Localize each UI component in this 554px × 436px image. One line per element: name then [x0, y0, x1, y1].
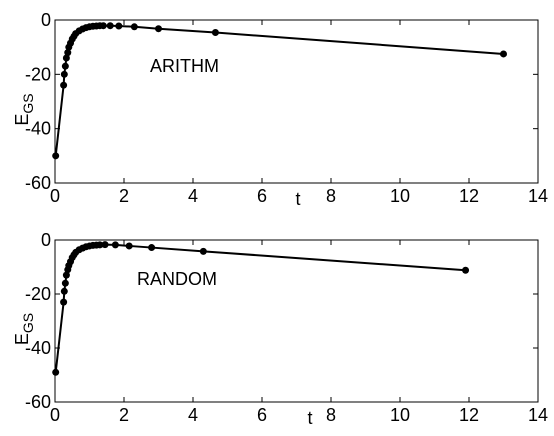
x-tick-label: 6: [257, 186, 267, 206]
x-tick-label: 4: [188, 405, 198, 425]
data-point: [52, 368, 60, 376]
data-point: [130, 23, 138, 31]
x-tick-label: 10: [390, 405, 410, 425]
x-tick-label: 14: [528, 405, 548, 425]
annotation: ARITHM: [150, 56, 219, 76]
x-tick-label: 10: [390, 186, 410, 206]
y-tick-label: -20: [25, 284, 51, 304]
data-point: [52, 152, 60, 160]
x-tick-label: 8: [326, 405, 336, 425]
data-point: [60, 298, 68, 306]
x-tick-label: 0: [50, 405, 60, 425]
y-axis-label-subscript: GS: [20, 93, 36, 113]
data-point: [64, 49, 72, 57]
x-axis-label: t: [295, 189, 300, 209]
data-point: [155, 25, 162, 33]
data-point: [111, 241, 119, 249]
x-tick-label: 6: [257, 405, 267, 425]
data-line: [54, 243, 466, 373]
y-axis-label-subscript: GS: [20, 313, 36, 333]
x-tick-label: 4: [188, 186, 198, 206]
data-point: [61, 279, 69, 287]
data-point: [115, 22, 123, 30]
data-point: [60, 287, 68, 295]
x-tick-label: 12: [459, 405, 479, 425]
data-point: [62, 271, 70, 279]
data-line: [54, 24, 504, 156]
data-point: [106, 22, 114, 30]
y-tick-label: 0: [41, 230, 51, 250]
axes-frame: [54, 19, 539, 184]
data-point: [62, 54, 70, 62]
data-point: [96, 241, 104, 249]
y-axis-label-main: E: [12, 333, 32, 345]
data-point: [99, 22, 107, 30]
data-point: [60, 81, 68, 89]
data-point: [101, 241, 109, 249]
x-tick-label: 8: [326, 186, 336, 206]
subplot: 0 2 4 6 8 10 12 14 -60 -40 -20 0 t EGS ARITHM: [12, 10, 548, 209]
annotation: RANDOM: [137, 269, 217, 289]
y-tick-label: -60: [25, 392, 51, 412]
data-point: [500, 50, 507, 58]
y-axis-label: EGS: [12, 313, 36, 345]
y-tick-label: -20: [25, 64, 51, 84]
axes-frame: [54, 239, 539, 403]
y-tick-label: -60: [25, 173, 51, 193]
data-point: [125, 242, 133, 250]
y-tick-label: 0: [41, 10, 51, 30]
x-tick-label: 2: [119, 405, 129, 425]
data-point: [462, 266, 470, 274]
x-tick-label: 14: [528, 186, 548, 206]
data-point: [211, 28, 219, 36]
data-point: [199, 247, 207, 255]
y-tick-label: -40: [25, 119, 51, 139]
data-point: [61, 62, 69, 70]
data-point: [60, 70, 68, 78]
x-tick-label: 12: [459, 186, 479, 206]
subplot: 0 2 4 6 8 10 12 14 -60 -40 -20 0 t EGS RANDOM: [12, 230, 548, 428]
x-tick-label: 2: [119, 186, 129, 206]
y-tick-label: -40: [25, 338, 51, 358]
y-axis-label: EGS: [12, 93, 36, 125]
data-point: [148, 244, 156, 252]
x-tick-label: 0: [50, 186, 60, 206]
x-axis-label: t: [307, 408, 312, 428]
y-axis-label-main: E: [12, 114, 32, 126]
